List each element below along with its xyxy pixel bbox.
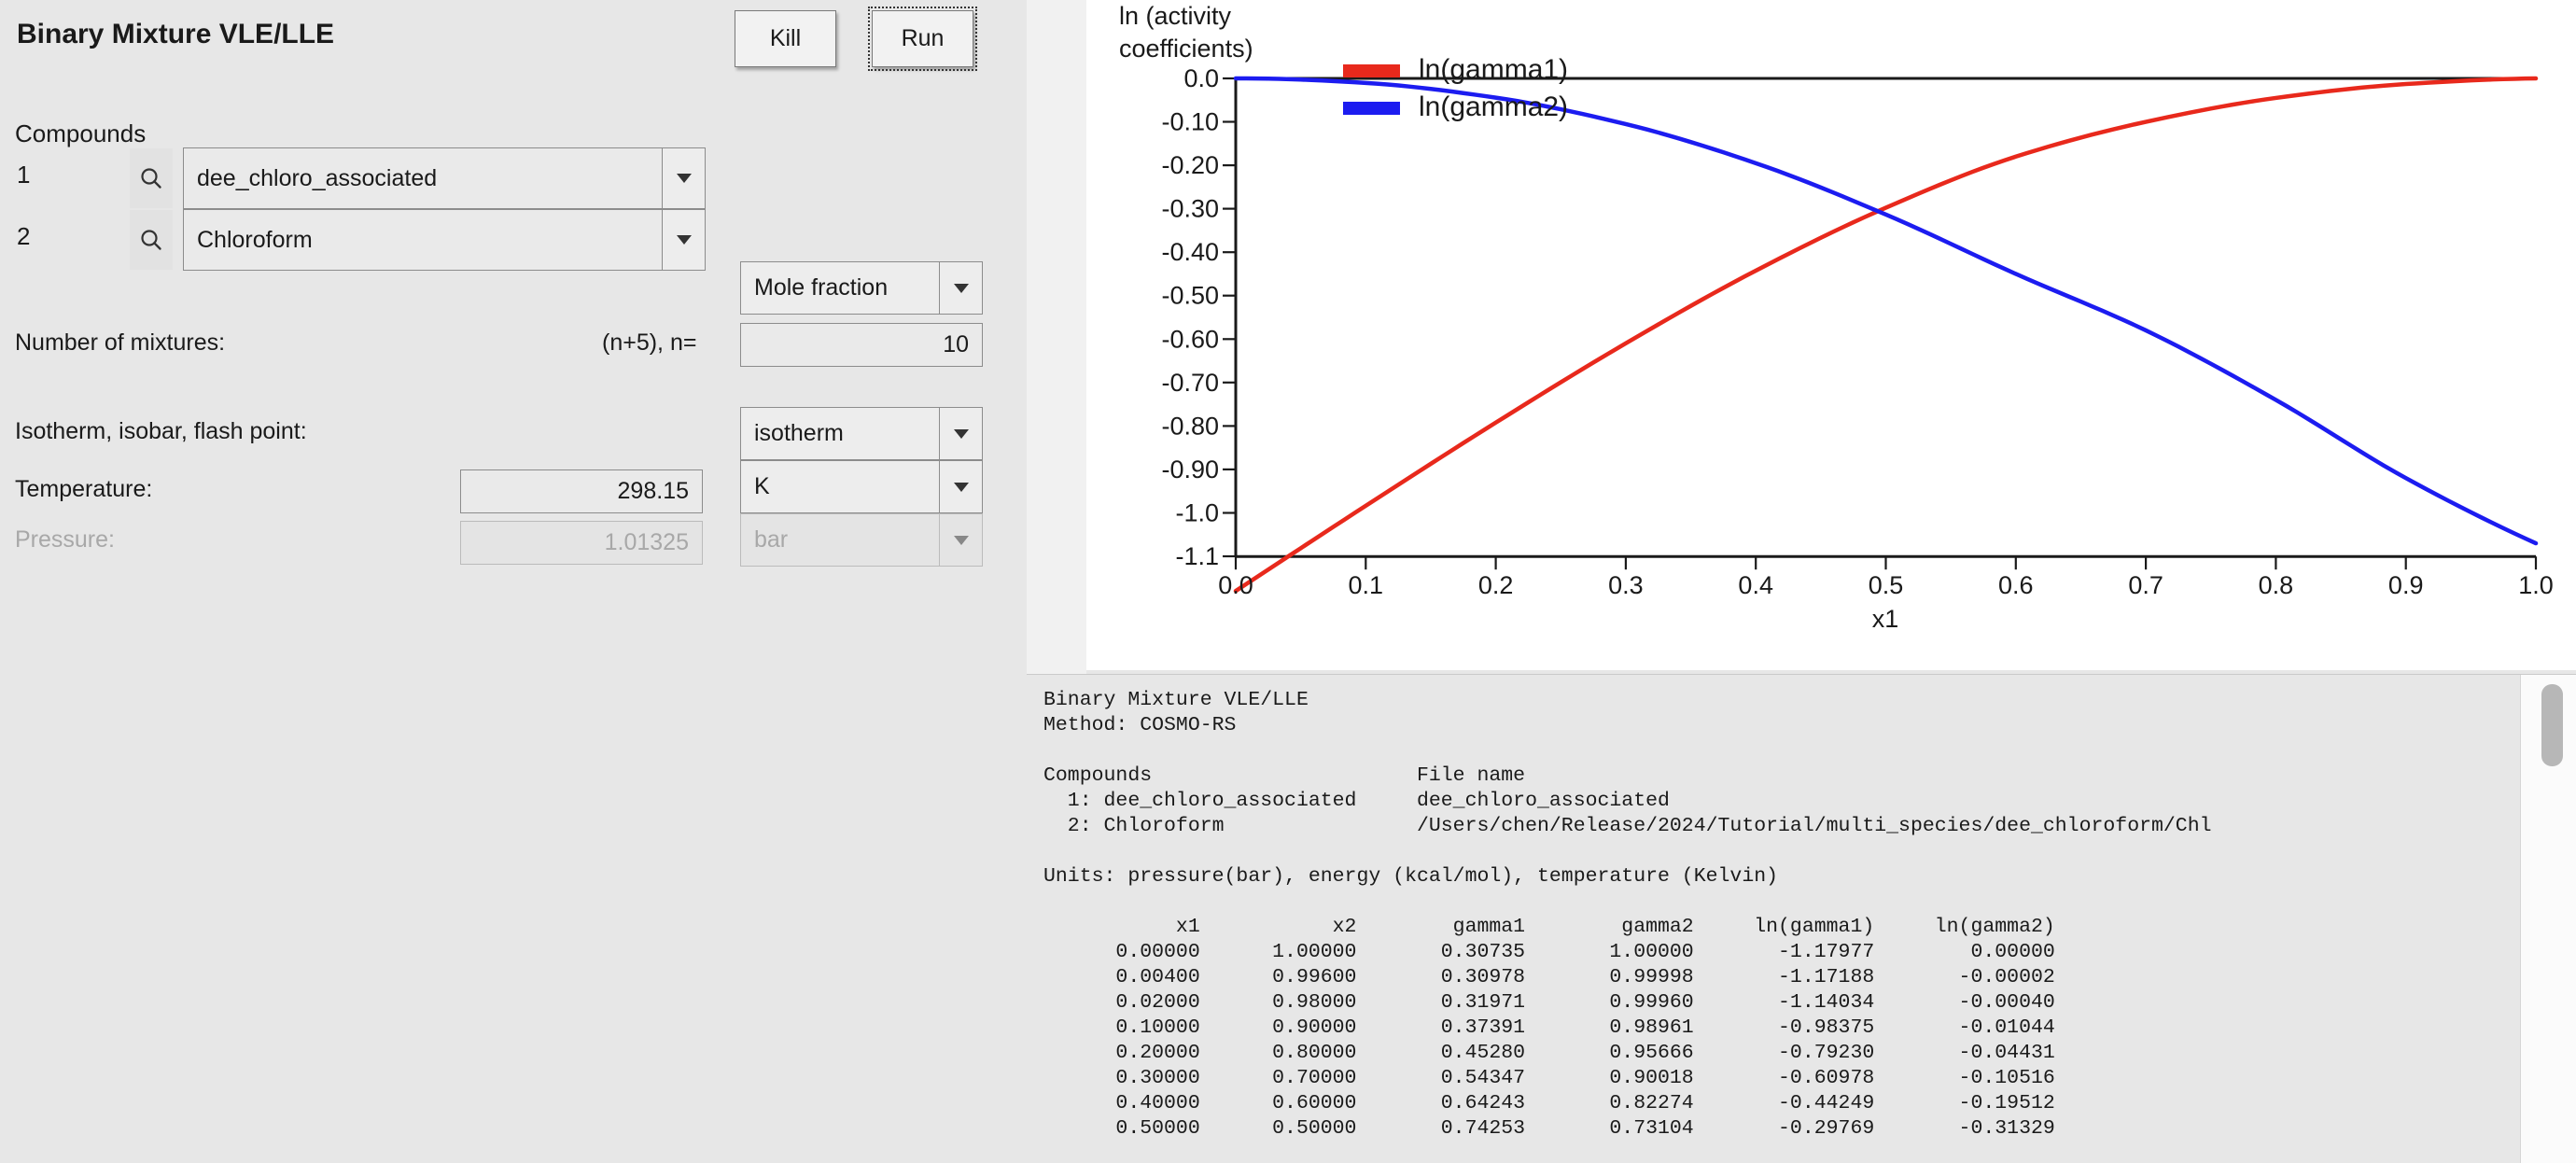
svg-text:ln (activity: ln (activity (1119, 2, 1232, 30)
svg-text:x1: x1 (1872, 605, 1899, 633)
svg-text:-0.50: -0.50 (1161, 282, 1219, 310)
svg-text:-1.0: -1.0 (1175, 499, 1219, 527)
svg-text:-0.30: -0.30 (1161, 195, 1219, 223)
svg-text:0.0: 0.0 (1218, 571, 1253, 599)
svg-text:ln(gamma2): ln(gamma2) (1419, 91, 1568, 122)
svg-text:0.8: 0.8 (2259, 571, 2294, 599)
svg-text:ln(gamma1): ln(gamma1) (1419, 54, 1568, 85)
svg-text:-1.1: -1.1 (1175, 542, 1219, 570)
svg-text:-0.10: -0.10 (1161, 108, 1219, 136)
svg-text:-0.90: -0.90 (1161, 455, 1219, 483)
svg-text:-0.40: -0.40 (1161, 238, 1219, 266)
svg-text:0.1: 0.1 (1349, 571, 1384, 599)
svg-text:0.7: 0.7 (2128, 571, 2163, 599)
svg-text:1.0: 1.0 (2518, 571, 2554, 599)
svg-text:0.3: 0.3 (1608, 571, 1644, 599)
svg-text:0.4: 0.4 (1738, 571, 1773, 599)
svg-text:0.5: 0.5 (1869, 571, 1904, 599)
svg-text:-0.20: -0.20 (1161, 151, 1219, 179)
svg-text:0.9: 0.9 (2388, 571, 2424, 599)
svg-text:0.6: 0.6 (1998, 571, 2034, 599)
svg-text:-0.80: -0.80 (1161, 412, 1219, 440)
svg-text:coefficients): coefficients) (1119, 35, 1253, 63)
svg-text:0.2: 0.2 (1478, 571, 1514, 599)
svg-text:-0.60: -0.60 (1161, 325, 1219, 353)
svg-text:-0.70: -0.70 (1161, 369, 1219, 397)
svg-text:0.0: 0.0 (1183, 64, 1219, 92)
